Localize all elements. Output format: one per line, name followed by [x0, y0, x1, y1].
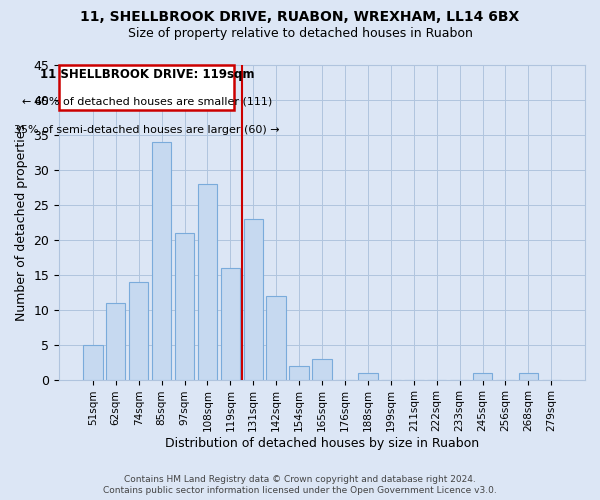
Bar [129, 282, 148, 380]
Bar [83, 344, 103, 380]
Text: ← 65% of detached houses are smaller (111): ← 65% of detached houses are smaller (11… [22, 96, 272, 106]
Bar [175, 233, 194, 380]
Bar [106, 302, 125, 380]
Text: Contains public sector information licensed under the Open Government Licence v3: Contains public sector information licen… [103, 486, 497, 495]
Bar [221, 268, 240, 380]
Bar [473, 372, 493, 380]
Bar [244, 219, 263, 380]
Text: 11, SHELLBROOK DRIVE, RUABON, WREXHAM, LL14 6BX: 11, SHELLBROOK DRIVE, RUABON, WREXHAM, L… [80, 10, 520, 24]
Bar [518, 372, 538, 380]
Text: Size of property relative to detached houses in Ruabon: Size of property relative to detached ho… [128, 28, 472, 40]
Bar [152, 142, 172, 380]
Text: 11 SHELLBROOK DRIVE: 119sqm: 11 SHELLBROOK DRIVE: 119sqm [40, 68, 254, 81]
Bar [197, 184, 217, 380]
Text: Contains HM Land Registry data © Crown copyright and database right 2024.: Contains HM Land Registry data © Crown c… [124, 475, 476, 484]
Y-axis label: Number of detached properties: Number of detached properties [15, 124, 28, 321]
Bar [266, 296, 286, 380]
Bar [313, 358, 332, 380]
Text: 35% of semi-detached houses are larger (60) →: 35% of semi-detached houses are larger (… [14, 125, 280, 135]
X-axis label: Distribution of detached houses by size in Ruabon: Distribution of detached houses by size … [165, 437, 479, 450]
Bar [358, 372, 377, 380]
FancyBboxPatch shape [59, 65, 235, 110]
Bar [289, 366, 309, 380]
